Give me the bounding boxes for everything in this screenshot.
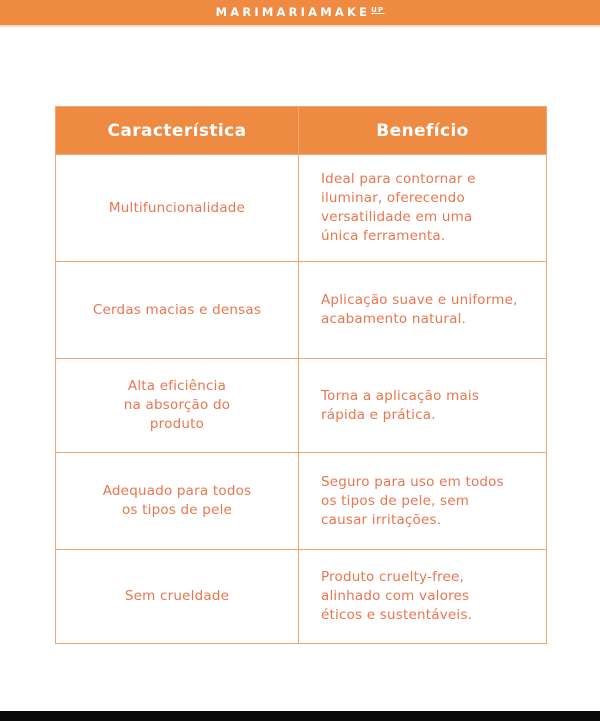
brand-logo: MARIMARIAMAKEUP	[215, 4, 385, 19]
brand-logo-sup: UP	[371, 6, 385, 15]
column-header-beneficio: Benefício	[298, 106, 547, 155]
brand-logo-main: MARIMARIAMAKE	[215, 4, 371, 19]
benefit-cell: Seguro para uso em todos os tipos de pel…	[298, 452, 547, 550]
feature-benefit-table: Característica Benefício Multifuncionali…	[55, 106, 547, 644]
brand-banner: MARIMARIAMAKEUP	[0, 0, 600, 27]
feature-cell: Alta eficiência na absorção do produto	[55, 358, 299, 453]
benefit-cell: Ideal para contornar e iluminar, oferece…	[298, 154, 547, 262]
benefit-cell: Torna a aplicação mais rápida e prática.	[298, 358, 547, 453]
table-row: Sem crueldade Produto cruelty-free, alin…	[55, 549, 547, 644]
table-row: Multifuncionalidade Ideal para contornar…	[55, 154, 547, 262]
feature-cell: Adequado para todos os tipos de pele	[55, 452, 299, 550]
table-row: Alta eficiência na absorção do produto T…	[55, 358, 547, 453]
column-header-caracteristica: Característica	[55, 106, 299, 155]
feature-cell: Sem crueldade	[55, 549, 299, 644]
feature-cell: Multifuncionalidade	[55, 154, 299, 262]
table-row: Adequado para todos os tipos de pele Seg…	[55, 452, 547, 550]
footer-bar	[0, 711, 600, 721]
table-header-row: Característica Benefício	[55, 106, 547, 155]
benefit-cell: Aplicação suave e uniforme, acabamento n…	[298, 261, 547, 359]
feature-cell: Cerdas macias e densas	[55, 261, 299, 359]
benefit-cell: Produto cruelty-free, alinhado com valor…	[298, 549, 547, 644]
table-row: Cerdas macias e densas Aplicação suave e…	[55, 261, 547, 359]
